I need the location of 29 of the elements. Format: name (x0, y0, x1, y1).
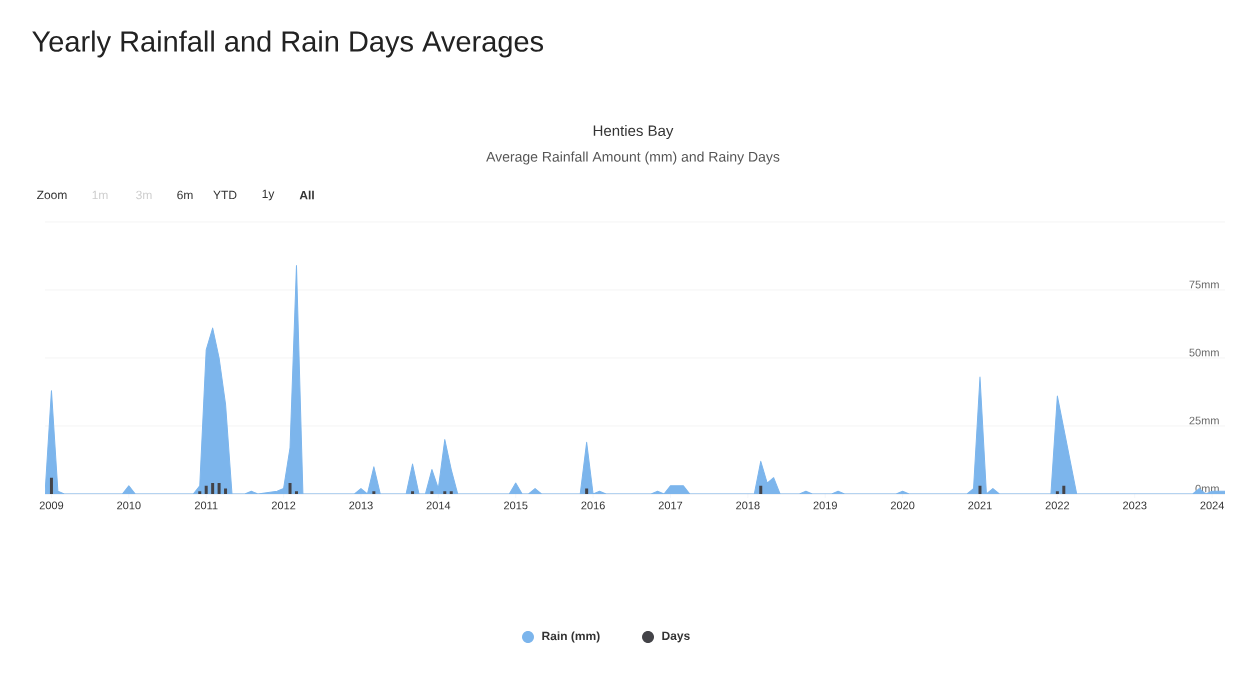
x-tick-label: 2023 (1123, 501, 1147, 510)
y-tick-label: 25mm (1189, 416, 1219, 425)
y-tick-label: 50mm (1189, 348, 1219, 357)
x-tick-label: 2015 (504, 501, 528, 510)
x-tick-label: 2024 (1200, 501, 1225, 510)
x-tick-label: 2010 (117, 501, 141, 510)
x-tick-label: 2011 (194, 501, 218, 510)
text: 6m (177, 190, 193, 200)
x-tick-label: 2013 (349, 501, 373, 510)
legend-label: Rain (mm) (542, 631, 600, 643)
x-tick-label: 2016 (581, 501, 605, 510)
x-tick-label: 2021 (968, 501, 992, 510)
text: 1y (262, 189, 275, 201)
x-tick-label: 2020 (890, 501, 915, 510)
x-tick-label: 2019 (813, 501, 837, 510)
x-tick-label: 2018 (736, 501, 760, 510)
x-tick-label: 2012 (271, 501, 296, 510)
x-tick-label: 2017 (658, 501, 683, 510)
chart-subtitle: Average Rainfall Amount (mm) and Rainy Days (486, 151, 780, 165)
text: Yearly Rainfall and Rain Days Averages (32, 30, 544, 58)
x-tick-label: 2022 (1045, 501, 1070, 510)
x-tick-label: 2014 (426, 501, 451, 510)
x-tick-label: 2009 (39, 501, 64, 510)
text: YTD (213, 190, 237, 200)
text: Zoom (37, 190, 67, 200)
y-tick-label: 75mm (1189, 280, 1219, 289)
chart-title: Henties Bay (593, 125, 674, 139)
text: All (299, 190, 314, 200)
legend-label: Days (662, 631, 690, 643)
